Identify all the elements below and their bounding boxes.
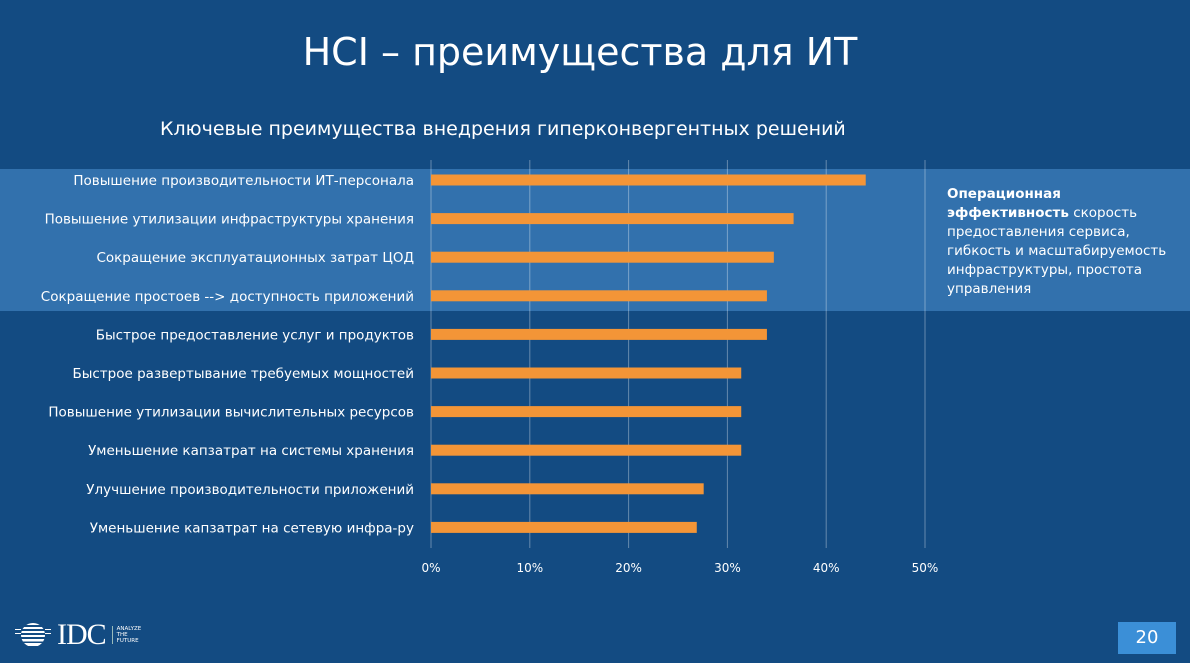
bar xyxy=(431,367,742,379)
idc-globe-icon xyxy=(15,623,51,646)
chart-title: Ключевые преимущества внедрения гиперкон… xyxy=(160,118,846,140)
category-label: Быстрое развертывание требуемых мощносте… xyxy=(72,366,414,382)
highlight-note: Операционная эффективность скорость пред… xyxy=(947,185,1177,299)
bar xyxy=(431,213,794,225)
bar xyxy=(431,406,742,418)
category-label: Уменьшение капзатрат на сетевую инфра-ру xyxy=(90,520,414,536)
bar xyxy=(431,251,774,263)
bar xyxy=(431,290,767,302)
tagline-line: ANALYZE xyxy=(116,626,142,632)
category-label: Повышение утилизации вычислительных ресу… xyxy=(48,405,414,421)
category-label: Быстрое предоставление услуг и продуктов xyxy=(96,327,414,343)
page-number: 20 xyxy=(1118,622,1176,654)
slide-title: HCI – преимущества для ИТ xyxy=(302,30,858,74)
category-label: Повышение утилизации инфраструктуры хран… xyxy=(45,212,414,228)
x-tick-label: 10% xyxy=(516,561,543,575)
x-tick-label: 30% xyxy=(714,561,741,575)
category-label: Сокращение эксплуатационных затрат ЦОД xyxy=(96,250,414,266)
category-label: Улучшение производительности приложений xyxy=(86,482,414,498)
x-tick-label: 50% xyxy=(912,561,939,575)
bar xyxy=(431,328,767,340)
bar xyxy=(431,174,866,186)
bar xyxy=(431,521,697,533)
idc-logo: IDC ANALYZE THE FUTURE xyxy=(15,618,141,652)
note-bold: Операционная эффективность xyxy=(947,186,1069,221)
logo-tagline: ANALYZE THE FUTURE xyxy=(111,626,142,644)
category-label: Повышение производительности ИТ-персонал… xyxy=(73,173,414,189)
bar xyxy=(431,483,704,495)
bar xyxy=(431,444,742,456)
logo-text: IDC xyxy=(57,618,107,651)
category-label: Сокращение простоев --> доступность прил… xyxy=(41,289,414,305)
tagline-line: THE xyxy=(116,632,128,638)
highlight-band xyxy=(0,169,1190,311)
category-label: Уменьшение капзатрат на системы хранения xyxy=(88,443,414,459)
x-tick-label: 0% xyxy=(421,561,440,575)
bar-chart: 0% 10% 20% 30% 40% 50% Повышение производитель… xyxy=(41,160,939,575)
x-tick-label: 20% xyxy=(615,561,642,575)
note-text: скорость предоставления сервиса, гибкост… xyxy=(947,205,1167,297)
x-tick-label: 40% xyxy=(813,561,840,575)
tagline-line: FUTURE xyxy=(116,638,139,644)
